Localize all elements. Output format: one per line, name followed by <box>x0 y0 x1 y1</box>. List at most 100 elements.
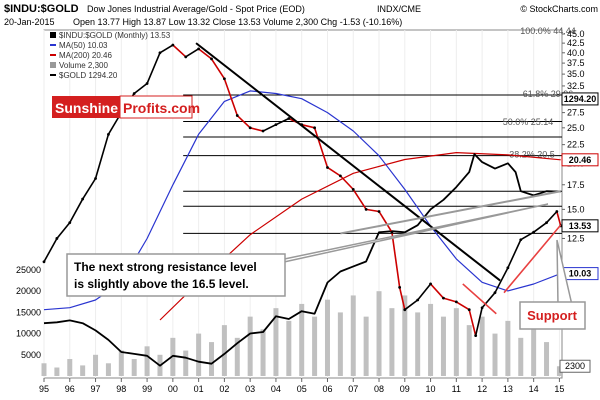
volume-bar <box>312 316 318 376</box>
price-point <box>171 43 175 47</box>
price-point <box>184 55 188 59</box>
price-point <box>416 298 420 302</box>
price-point <box>274 123 278 127</box>
price-segment <box>468 309 477 336</box>
price-segment <box>443 297 457 303</box>
callout-line-1: The next strong resistance level <box>74 260 257 274</box>
volume-bar <box>389 308 395 376</box>
price-point <box>94 177 97 180</box>
logo-left-bg <box>52 96 120 118</box>
header-copyright: © StockCharts.com <box>520 4 598 14</box>
x-tick-label: 03 <box>245 384 255 394</box>
x-tick-label: 96 <box>65 384 75 394</box>
price-point <box>235 114 239 117</box>
volume-bar <box>273 308 279 376</box>
y-tick-label: 22.5 <box>567 140 585 150</box>
legend-entry-volume: Volume 2,300 <box>59 61 108 70</box>
support-box <box>519 301 586 330</box>
y-tick-label: 32.5 <box>567 81 585 91</box>
legend-marker-3 <box>50 62 56 68</box>
price-segment <box>339 175 354 190</box>
price-point <box>68 221 72 225</box>
x-tick-label: 99 <box>142 384 152 394</box>
header-stats: Open 13.77 High 13.87 Low 13.32 Close 13… <box>73 17 402 27</box>
price-point <box>107 132 110 136</box>
price-segment <box>236 114 251 129</box>
price-segment <box>249 127 264 132</box>
price-segment <box>404 299 419 311</box>
price-point <box>532 230 536 234</box>
logo-right-bg <box>119 95 193 119</box>
legend-entry-ma200: MA(200) 20.46 <box>59 51 112 60</box>
volume-bar <box>453 308 459 376</box>
volume-bar <box>80 365 86 376</box>
x-tick-label: 95 <box>39 384 49 394</box>
header-date: 20-Jan-2015 <box>4 17 55 27</box>
y-tick-label: 17.5 <box>567 180 585 190</box>
x-tick-label: 00 <box>168 384 178 394</box>
volume-bar <box>505 320 511 376</box>
price-point <box>158 51 162 55</box>
price-point <box>467 308 471 312</box>
price-segment <box>56 222 71 239</box>
price-segment <box>172 44 187 58</box>
price-point <box>398 285 402 289</box>
price-point <box>55 237 59 240</box>
price-segment <box>507 239 522 269</box>
price-badge-text: 13.53 <box>569 221 592 231</box>
volume-bar <box>67 359 73 376</box>
volume-bar <box>428 303 434 376</box>
price-segment <box>429 283 445 299</box>
gold-axis-label: 15000 <box>16 307 41 317</box>
gold-badge-text: 1294.20 <box>564 94 597 104</box>
x-tick-label: 07 <box>348 384 358 394</box>
volume-bar <box>479 316 485 376</box>
y-tick-label: 40.0 <box>567 48 585 58</box>
logo-left-text: Sunshine <box>55 100 118 116</box>
volume-bar <box>324 299 330 376</box>
y-tick-label: 35.0 <box>567 69 585 79</box>
x-tick-label: 98 <box>116 384 126 394</box>
price-badge-box <box>561 219 599 233</box>
callout-line-2: is slightly above the 16.5 level. <box>74 277 249 291</box>
fib-level-label: 100.0% 44.44 <box>520 26 576 36</box>
x-tick-label: 01 <box>194 384 204 394</box>
trendline-long-term-downtrend <box>195 42 501 282</box>
price-point <box>474 334 478 338</box>
price-point <box>454 300 458 304</box>
price-point <box>313 126 316 130</box>
header-description: Dow Jones Industrial Average/Gold - Spot… <box>87 4 305 14</box>
fib-level-label: 38.2% 20.5 <box>509 149 555 159</box>
price-segment <box>417 283 432 301</box>
price-segment <box>352 188 367 210</box>
x-tick-label: 15 <box>554 384 564 394</box>
x-tick-label: 97 <box>91 384 101 394</box>
x-tick-label: 08 <box>374 384 384 394</box>
volume-bar <box>415 312 421 376</box>
y-tick-label: 27.5 <box>567 108 585 118</box>
price-segment <box>327 166 341 177</box>
price-point <box>480 306 484 310</box>
x-tick-label: 02 <box>219 384 229 394</box>
price-segment <box>223 78 239 116</box>
y-tick-label: 12.5 <box>567 233 585 243</box>
price-segment <box>133 82 148 95</box>
price-segment <box>391 232 401 288</box>
volume-bar <box>556 366 562 376</box>
price-point <box>210 57 213 61</box>
x-tick-label: 05 <box>297 384 307 394</box>
fib-level-label: 50.0% 25.14 <box>503 117 554 127</box>
price-point <box>197 47 201 51</box>
volume-bar <box>518 337 524 376</box>
trendline-channel-upper <box>340 190 561 235</box>
volume-bar <box>118 350 124 376</box>
header-ticker: $INDU:$GOLD <box>4 3 79 15</box>
volume-bar <box>247 316 253 376</box>
levels-layer: 100.0% 44.44 61.8% 29.96 50.0% 25.14 38.2% … <box>183 26 576 234</box>
x-tick-label: 12 <box>477 384 487 394</box>
volume-bar <box>286 320 292 376</box>
price-point <box>493 291 497 295</box>
price-segment <box>378 211 393 233</box>
price-point <box>429 282 432 286</box>
